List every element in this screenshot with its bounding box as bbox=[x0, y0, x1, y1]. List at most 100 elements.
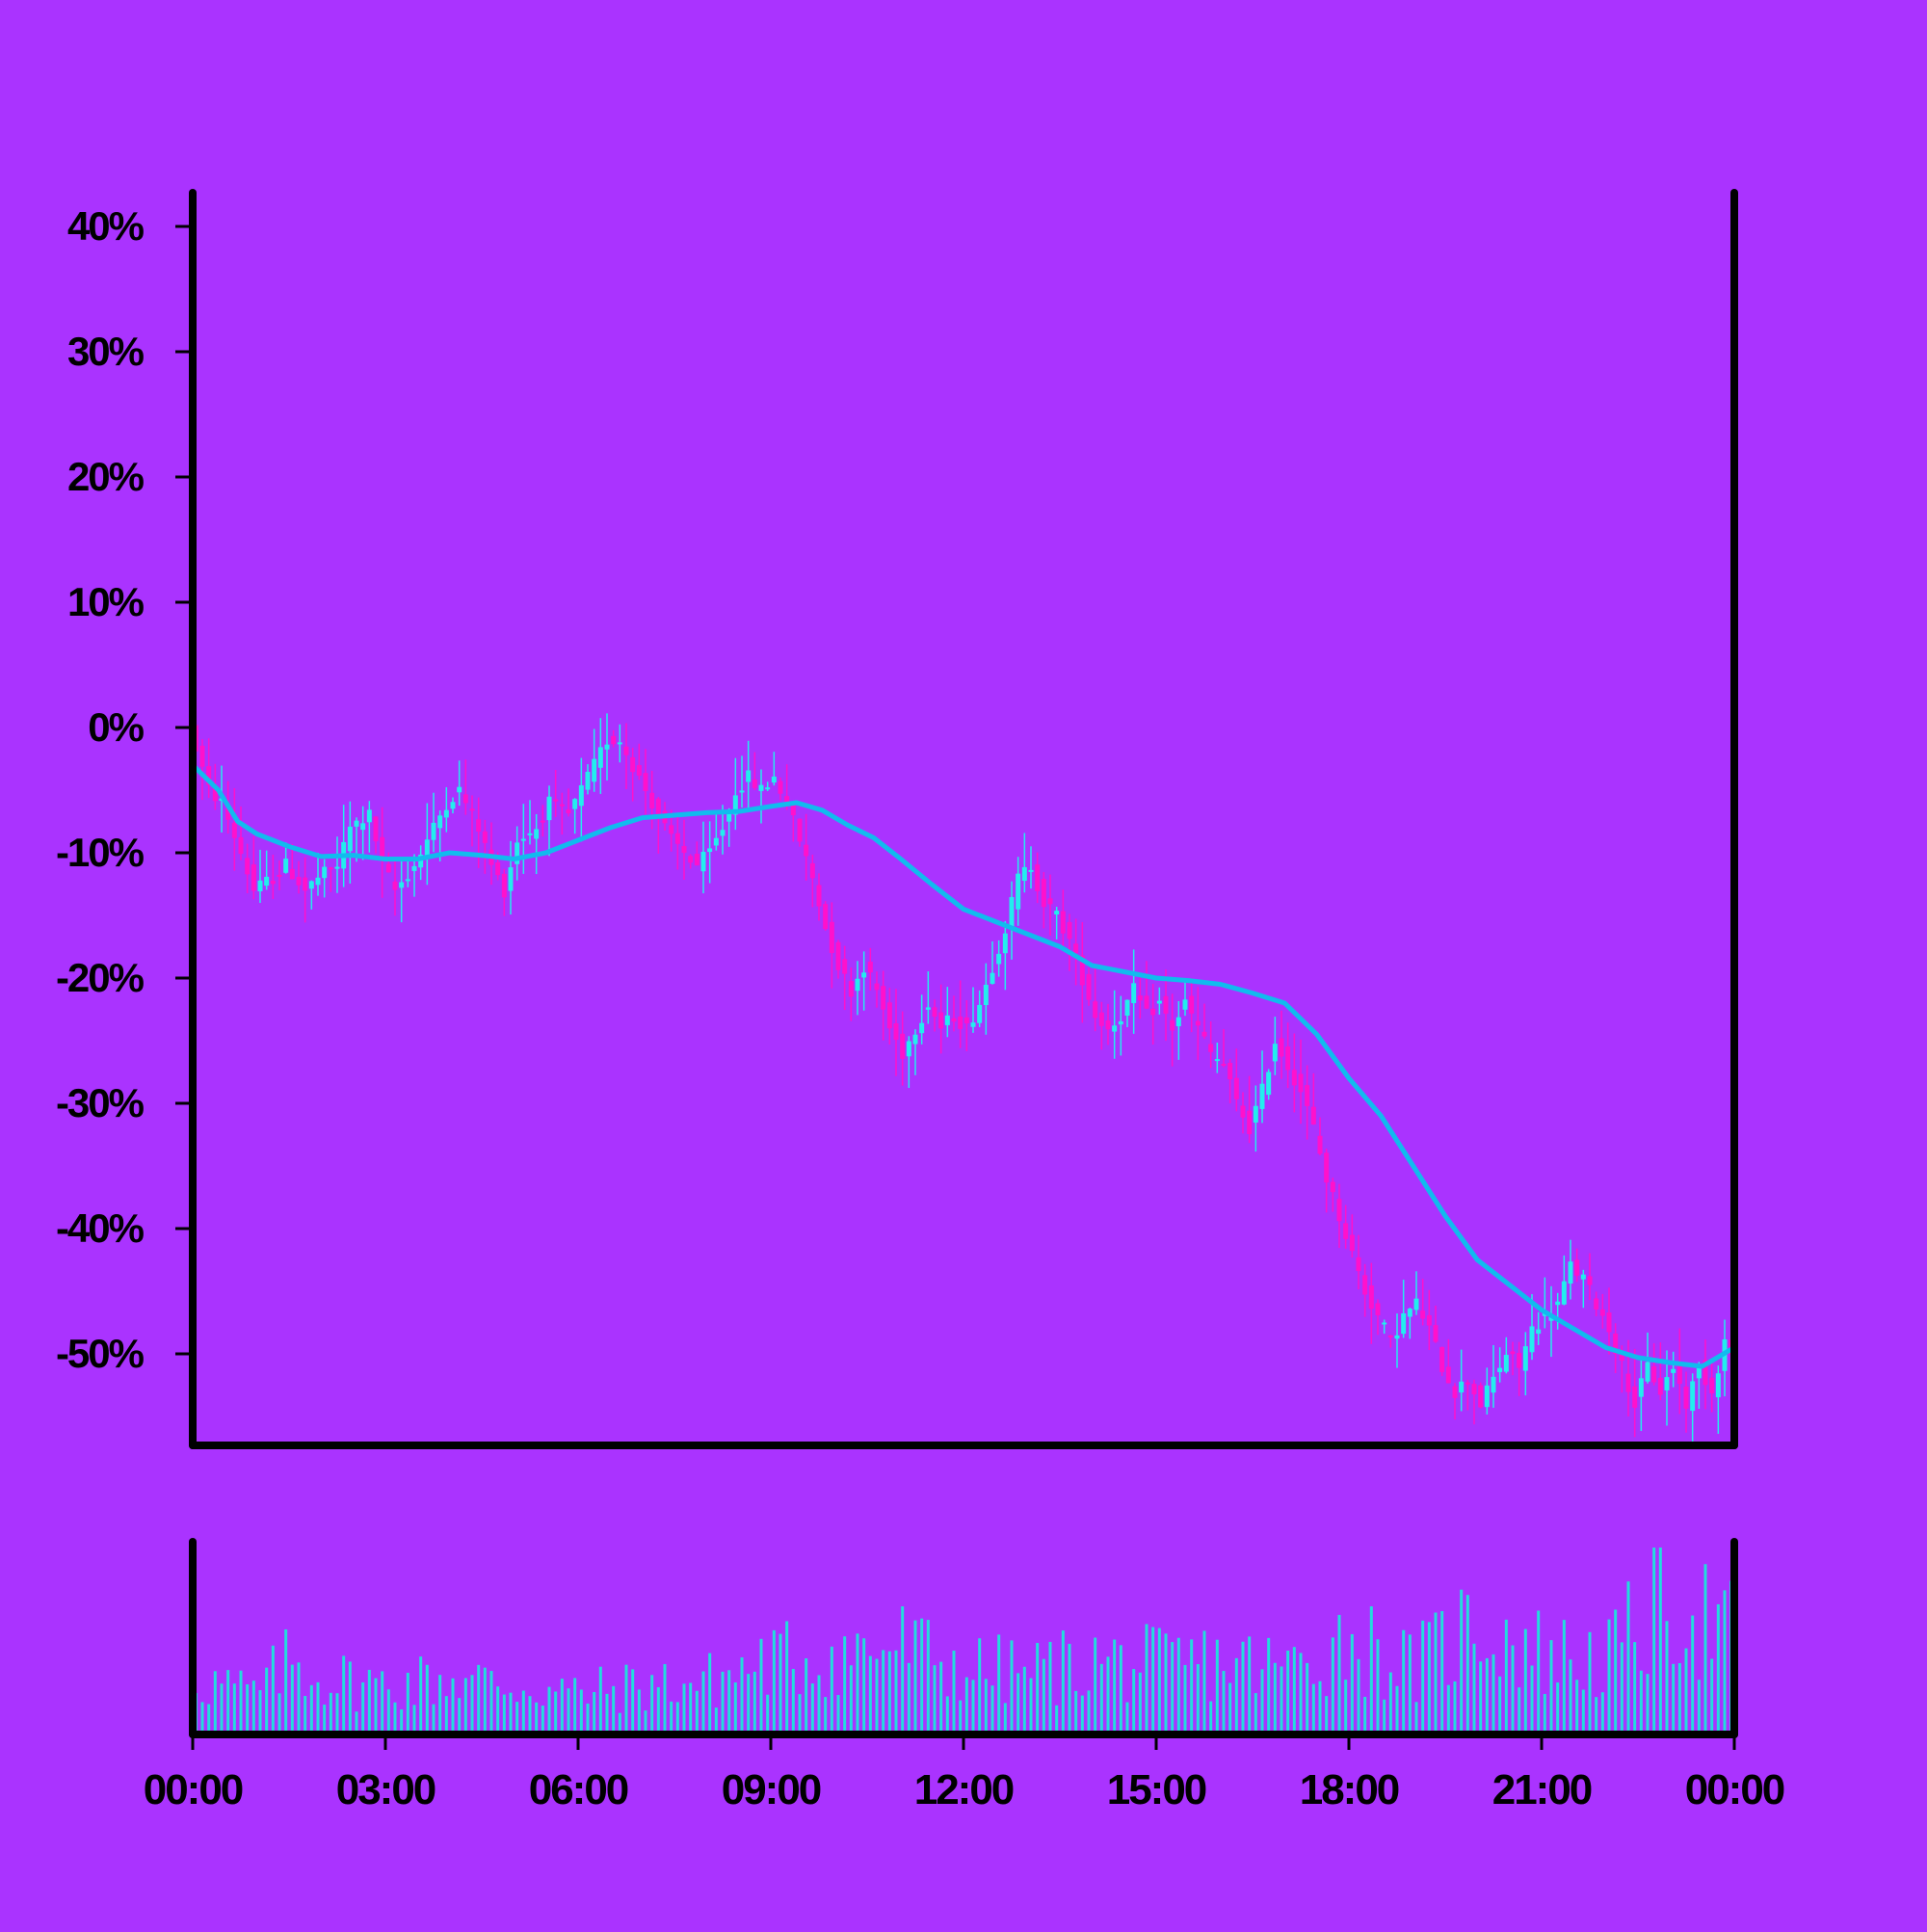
volume-bar bbox=[631, 1669, 635, 1734]
candle-down bbox=[1035, 864, 1041, 891]
candle-up bbox=[347, 826, 353, 852]
candle-up bbox=[1259, 1083, 1265, 1109]
candle-up bbox=[366, 809, 372, 823]
volume-bar bbox=[489, 1671, 493, 1734]
candle-up bbox=[1182, 999, 1188, 1010]
candle-down bbox=[886, 1002, 892, 1029]
candle-down bbox=[1098, 1012, 1104, 1026]
volume-bar bbox=[1581, 1689, 1585, 1734]
candle-up bbox=[1664, 1377, 1670, 1390]
volume-bar bbox=[541, 1706, 544, 1734]
axes-layer bbox=[175, 189, 1738, 1750]
candle-down bbox=[688, 856, 694, 863]
candle-up bbox=[1555, 1301, 1561, 1306]
volume-bar bbox=[316, 1681, 320, 1734]
volume-bar bbox=[887, 1651, 891, 1734]
candle-down bbox=[636, 765, 642, 776]
volume-bar bbox=[1357, 1658, 1360, 1734]
volume-bar bbox=[1376, 1639, 1380, 1734]
candle-up bbox=[1580, 1274, 1586, 1280]
volume-bar bbox=[579, 1689, 583, 1734]
candle-down bbox=[225, 808, 231, 820]
candle-down bbox=[893, 1022, 899, 1041]
volume-bar bbox=[1479, 1661, 1483, 1734]
volume-bar bbox=[1414, 1702, 1418, 1734]
volume-bar bbox=[277, 1693, 281, 1734]
candle-up bbox=[1266, 1072, 1272, 1096]
volume-bar bbox=[444, 1696, 448, 1734]
candle-down bbox=[482, 831, 488, 843]
volume-bar bbox=[335, 1693, 339, 1734]
volume-bar bbox=[1523, 1628, 1527, 1734]
volume-bar bbox=[1010, 1640, 1014, 1734]
candle-down bbox=[1163, 995, 1169, 1014]
candle-down bbox=[1439, 1346, 1445, 1372]
volume-bar bbox=[554, 1691, 558, 1734]
candle-up bbox=[405, 879, 410, 882]
candle-up bbox=[1009, 896, 1015, 927]
candle-down bbox=[1594, 1298, 1599, 1310]
candle-down bbox=[1336, 1199, 1342, 1222]
volume-bar bbox=[400, 1708, 404, 1734]
candle-up bbox=[546, 796, 552, 821]
candle-down bbox=[816, 885, 822, 907]
y-tick-label: -40% bbox=[56, 1205, 145, 1251]
volume-bar bbox=[1311, 1683, 1315, 1734]
volume-bar bbox=[856, 1633, 859, 1734]
volume-bar bbox=[586, 1703, 590, 1734]
candle-up bbox=[906, 1041, 911, 1057]
candle-up bbox=[1568, 1261, 1573, 1284]
volume-bar bbox=[573, 1678, 577, 1734]
candle-up bbox=[983, 984, 989, 1006]
candle-down bbox=[1195, 1020, 1201, 1026]
candle-up bbox=[315, 877, 321, 886]
candle-up bbox=[1272, 1044, 1278, 1062]
volume-bar bbox=[1022, 1666, 1026, 1734]
candle-down bbox=[245, 858, 251, 875]
volume-bar bbox=[1029, 1678, 1033, 1734]
candle-down bbox=[540, 820, 545, 823]
candle-down bbox=[1208, 1044, 1214, 1052]
volume-bar bbox=[663, 1664, 667, 1734]
volume-bar bbox=[959, 1700, 963, 1734]
volume-bar bbox=[1562, 1620, 1566, 1734]
x-tick-label: 21:00 bbox=[1492, 1766, 1592, 1813]
candle-down bbox=[867, 961, 873, 973]
volume-bar bbox=[689, 1682, 693, 1734]
candle-down bbox=[380, 836, 385, 860]
volume-bar bbox=[1485, 1657, 1489, 1734]
candle-down bbox=[1452, 1386, 1458, 1398]
candle-down bbox=[1041, 879, 1046, 908]
candle-up bbox=[1028, 869, 1034, 872]
candle-down bbox=[790, 803, 796, 816]
volume-bar bbox=[1113, 1639, 1117, 1734]
candle-down bbox=[1221, 1064, 1227, 1067]
volume-bar bbox=[1465, 1595, 1469, 1734]
candle-up bbox=[399, 882, 405, 888]
candle-up bbox=[457, 786, 462, 793]
volume-bar bbox=[477, 1664, 481, 1734]
volume-bar bbox=[361, 1681, 365, 1734]
candle-down bbox=[958, 1016, 964, 1029]
candle-down bbox=[694, 853, 700, 866]
volume-bar bbox=[329, 1692, 332, 1734]
y-tick-label: -30% bbox=[56, 1080, 145, 1125]
candle-down bbox=[1703, 1360, 1708, 1386]
candle-up bbox=[508, 867, 514, 891]
volume-bar bbox=[412, 1705, 416, 1734]
volume-bar bbox=[875, 1658, 879, 1734]
volume-bar bbox=[1518, 1687, 1521, 1734]
volume-bar bbox=[1646, 1674, 1650, 1734]
volume-bar bbox=[1614, 1609, 1618, 1734]
candle-up bbox=[944, 1015, 950, 1025]
candle-down bbox=[835, 941, 841, 970]
volume-bar bbox=[1094, 1637, 1097, 1734]
volume-bar bbox=[1472, 1643, 1476, 1734]
candle-down bbox=[1330, 1181, 1335, 1193]
volume-bar bbox=[1280, 1666, 1283, 1734]
volume-bar bbox=[624, 1664, 628, 1734]
volume-bar bbox=[1652, 1548, 1656, 1734]
volume-bar bbox=[830, 1646, 833, 1734]
volume-bar bbox=[1119, 1645, 1122, 1734]
volume-bar bbox=[1427, 1622, 1431, 1734]
